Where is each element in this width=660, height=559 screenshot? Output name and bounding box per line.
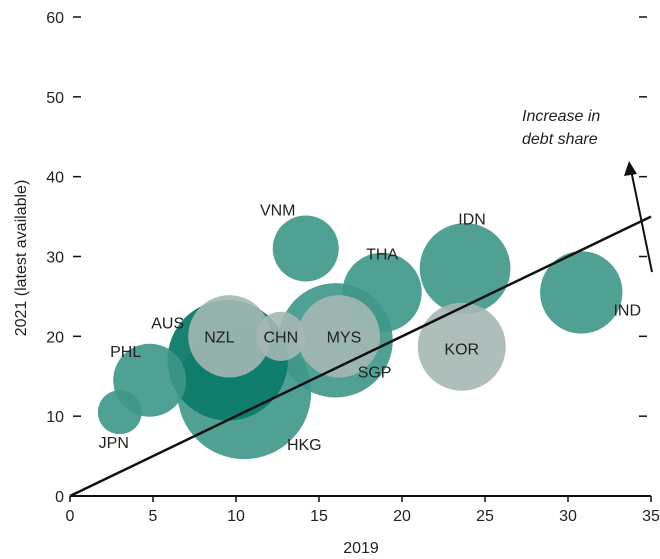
bubbles-layer xyxy=(97,215,623,460)
x-tick-label: 35 xyxy=(642,508,660,525)
bubble-ind xyxy=(540,251,623,334)
bubble-label-mys: MYS xyxy=(327,329,362,346)
bubble-chn xyxy=(256,311,306,361)
y-tick-label: 60 xyxy=(46,10,64,27)
x-tick-label: 0 xyxy=(66,508,75,525)
annotation-arrow-shaft xyxy=(630,169,653,273)
x-tick-label: 25 xyxy=(476,508,494,525)
bubble-nzl xyxy=(188,295,271,378)
annotation-arrow-head xyxy=(624,161,637,176)
labels-layer: HKG SGP AUS PHL JPN VNM THA IDN IND NZL CHN MYS KOR xyxy=(99,203,641,455)
x-tick-label: 10 xyxy=(227,508,245,525)
bubble-jpn xyxy=(97,390,142,435)
x-tick-label: 20 xyxy=(393,508,411,525)
annotation-line-2: debt share xyxy=(522,131,598,148)
bubble-vnm xyxy=(272,215,339,282)
bubble-label-tha: THA xyxy=(366,246,398,263)
axes-layer: 0 5 10 15 20 25 30 35 0 10 20 30 40 50 60 xyxy=(46,10,660,525)
bubble-kor xyxy=(417,302,506,391)
bubble-label-phl: PHL xyxy=(110,344,141,361)
x-tick-label: 5 xyxy=(149,508,158,525)
bubble-label-jpn: JPN xyxy=(99,435,129,452)
y-tick-label: 10 xyxy=(46,409,64,426)
y-tick-label: 30 xyxy=(46,250,64,267)
reference-line xyxy=(69,215,652,498)
bubble-label-idn: IDN xyxy=(458,211,486,228)
x-tick-label: 30 xyxy=(559,508,577,525)
bubble-label-ind: IND xyxy=(613,302,641,319)
x-axis-title: 2019 xyxy=(343,540,379,557)
bubble-idn xyxy=(419,223,511,314)
bubble-label-hkg: HKG xyxy=(287,437,322,454)
y-tick-label: 40 xyxy=(46,170,64,187)
bubble-label-kor: KOR xyxy=(444,342,479,359)
bubble-label-nzl: NZL xyxy=(204,329,234,346)
bubble-label-sgp: SGP xyxy=(358,364,392,381)
y-axis-title: 2021 (latest available) xyxy=(13,180,30,337)
y-tick-label: 0 xyxy=(55,489,64,506)
bubble-label-vnm: VNM xyxy=(260,203,296,220)
x-tick-label: 15 xyxy=(310,508,328,525)
bubble-label-chn: CHN xyxy=(263,329,298,346)
bubble-label-aus: AUS xyxy=(151,315,184,332)
y-tick-label: 20 xyxy=(46,329,64,346)
y-tick-label: 50 xyxy=(46,90,64,107)
annotation-line-1: Increase in xyxy=(522,108,600,125)
